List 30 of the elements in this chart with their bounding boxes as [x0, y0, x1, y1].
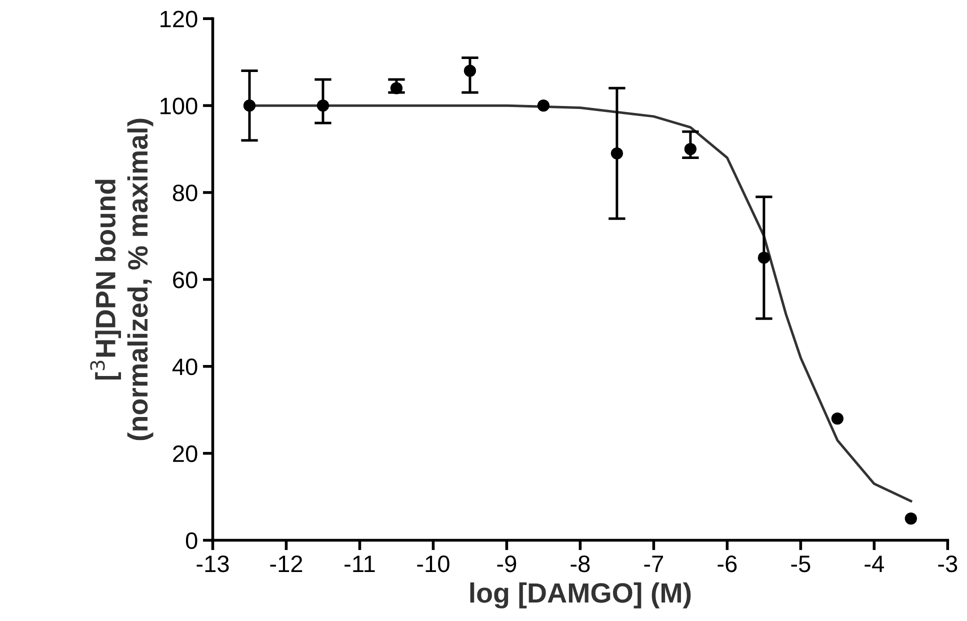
point: [831, 412, 844, 425]
x-tick-label: -4: [864, 556, 884, 572]
y-tick-label: 100: [160, 98, 198, 114]
y-tick-label: 20: [173, 445, 198, 462]
x-tick-label: -9: [497, 555, 516, 572]
point: [610, 147, 624, 160]
x-tick-label: -3: [938, 555, 958, 572]
x-tick-label: -7: [644, 556, 664, 572]
point: [684, 142, 697, 156]
x-tick-label: -13: [196, 555, 229, 572]
y-axis-title: [$^{3}$H]DPN bound (normalized, % maximal): [90, 118, 154, 440]
point: [316, 99, 330, 112]
x-tick-label: -8: [570, 555, 590, 572]
point: [243, 99, 256, 112]
point: [537, 99, 550, 112]
x-tick-label: -10: [417, 555, 450, 572]
point: [904, 512, 917, 525]
x-axis-title: log [DAMGO] (M): [470, 582, 691, 608]
point: [758, 252, 770, 264]
x-tick-label: -12: [270, 555, 302, 572]
y-tick-label: 120: [160, 10, 198, 28]
point: [390, 82, 403, 94]
y-tick-label: 0: [186, 532, 198, 550]
x-tick-label: -5: [791, 556, 810, 572]
x-tick-label: -6: [718, 555, 737, 572]
point: [464, 64, 476, 77]
y-tick-label: 80: [172, 184, 198, 202]
y-tick-label: 40: [172, 358, 198, 376]
y-tick-label: 60: [173, 272, 198, 288]
x-tick-label: -11: [344, 556, 375, 572]
